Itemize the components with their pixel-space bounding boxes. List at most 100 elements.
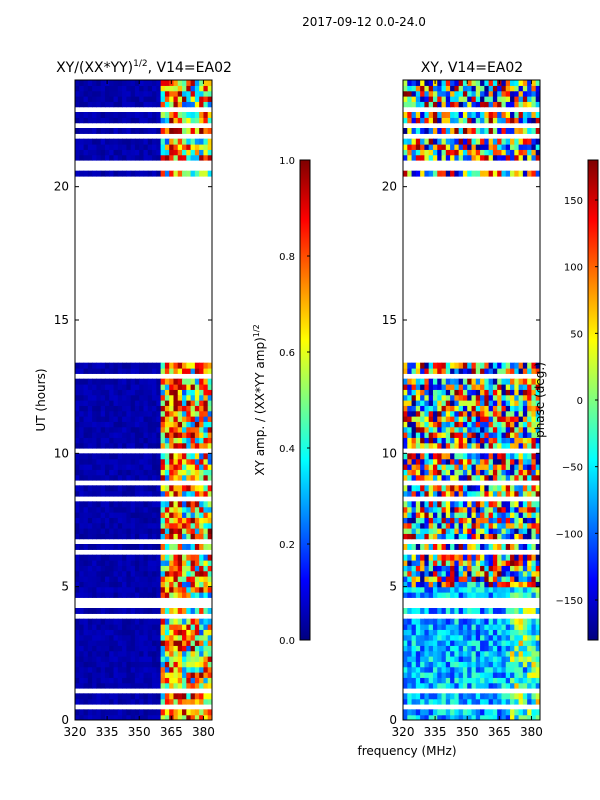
heatmap-cell xyxy=(169,618,175,625)
heatmap-cell xyxy=(454,576,460,582)
heatmap-cell xyxy=(458,410,464,417)
heatmap-cell xyxy=(535,656,540,662)
heatmap-cell xyxy=(407,421,413,428)
heatmap-cell xyxy=(510,640,515,646)
heatmap-cell xyxy=(411,170,417,177)
heatmap-cell xyxy=(126,469,132,476)
heatmap-row xyxy=(75,608,212,614)
heatmap-cell xyxy=(164,528,170,534)
heatmap-cell xyxy=(471,144,477,150)
heatmap-cell xyxy=(505,426,511,433)
heatmap-cell xyxy=(199,581,205,588)
heatmap-cell xyxy=(173,693,179,700)
heatmap-cell xyxy=(92,437,98,444)
heatmap-cell xyxy=(531,570,537,577)
heatmap-cell xyxy=(139,96,145,102)
heatmap-cell xyxy=(458,362,464,369)
heatmap-cell xyxy=(190,101,196,108)
heatmap-cell xyxy=(424,437,430,444)
heatmap-cell xyxy=(92,645,98,652)
heatmap-cell xyxy=(522,112,528,118)
heatmap-cell xyxy=(203,144,209,150)
heatmap-cell xyxy=(169,656,175,662)
heatmap-cell xyxy=(445,474,451,481)
heatmap-cell xyxy=(505,714,511,720)
heatmap-cell xyxy=(480,138,485,145)
heatmap-cell xyxy=(113,656,119,662)
heatmap-cell xyxy=(203,437,209,444)
heatmap-cell xyxy=(467,512,473,518)
heatmap-cell xyxy=(194,624,200,630)
heatmap-cell xyxy=(96,101,102,108)
heatmap-cell xyxy=(182,426,187,433)
heatmap-cell xyxy=(505,672,511,678)
heatmap-cell xyxy=(437,592,443,598)
heatmap-cell xyxy=(403,149,408,156)
heatmap-cell xyxy=(462,90,468,97)
heatmap-cell xyxy=(100,672,106,678)
heatmap-cell xyxy=(100,698,106,705)
heatmap-cell xyxy=(480,490,485,497)
heatmap-cell xyxy=(424,464,430,470)
heatmap-cell xyxy=(109,560,115,566)
heatmap-cell xyxy=(199,522,205,529)
heatmap-row xyxy=(75,522,212,529)
heatmap-cell xyxy=(190,645,196,652)
x-tick-label: 335 xyxy=(96,725,119,739)
heatmap-cell xyxy=(415,405,421,412)
heatmap-cell xyxy=(100,426,106,433)
heatmap-cell xyxy=(117,154,123,161)
heatmap-cell xyxy=(113,544,119,550)
heatmap-cell xyxy=(445,634,451,641)
heatmap-cell xyxy=(173,128,179,134)
heatmap-cell xyxy=(514,586,520,593)
heatmap-cell xyxy=(79,154,85,161)
heatmap-cell xyxy=(407,554,413,561)
heatmap-cell xyxy=(134,592,140,598)
heatmap-cell xyxy=(177,560,183,566)
heatmap-cell xyxy=(501,517,507,524)
heatmap-cell xyxy=(152,421,157,428)
phase-colorbar-label: phase (deg.) xyxy=(533,362,547,438)
heatmap-cell xyxy=(126,112,132,118)
heatmap-cell xyxy=(510,90,515,97)
heatmap-cell xyxy=(194,405,200,412)
heatmap-cell xyxy=(445,640,451,646)
heatmap-cell xyxy=(535,400,540,406)
heatmap-cell xyxy=(484,618,490,625)
heatmap-cell xyxy=(501,437,507,444)
heatmap-cell xyxy=(415,394,421,401)
heatmap-cell xyxy=(505,581,511,588)
heatmap-cell xyxy=(87,618,93,625)
heatmap-cell xyxy=(450,608,455,614)
heatmap-cell xyxy=(104,506,110,513)
heatmap-cell xyxy=(484,512,490,518)
heatmap-cell xyxy=(450,416,455,422)
heatmap-cell xyxy=(437,634,443,641)
heatmap-cell xyxy=(535,464,540,470)
heatmap-cell xyxy=(203,677,209,684)
heatmap-cell xyxy=(104,96,110,102)
heatmap-cell xyxy=(169,112,175,118)
heatmap-cell xyxy=(471,554,477,561)
heatmap-cell xyxy=(143,128,149,134)
heatmap-cell xyxy=(122,128,127,134)
heatmap-cell xyxy=(164,522,170,529)
heatmap-cell xyxy=(415,517,421,524)
heatmap-cell xyxy=(177,570,183,577)
heatmap-cell xyxy=(484,698,490,705)
heatmap-cell xyxy=(454,672,460,678)
heatmap-cell xyxy=(428,101,434,108)
heatmap-cell xyxy=(428,682,434,689)
heatmap-cell xyxy=(143,560,149,566)
heatmap-cell xyxy=(522,154,528,161)
heatmap-cell xyxy=(527,144,533,150)
heatmap-cell xyxy=(134,138,140,145)
heatmap-cell xyxy=(462,714,468,720)
heatmap-cell xyxy=(514,405,520,412)
heatmap-cell xyxy=(467,144,473,150)
heatmap-cell xyxy=(467,469,473,476)
heatmap-cell xyxy=(79,592,85,598)
heatmap-cell xyxy=(497,458,503,465)
heatmap-cell xyxy=(160,389,166,396)
